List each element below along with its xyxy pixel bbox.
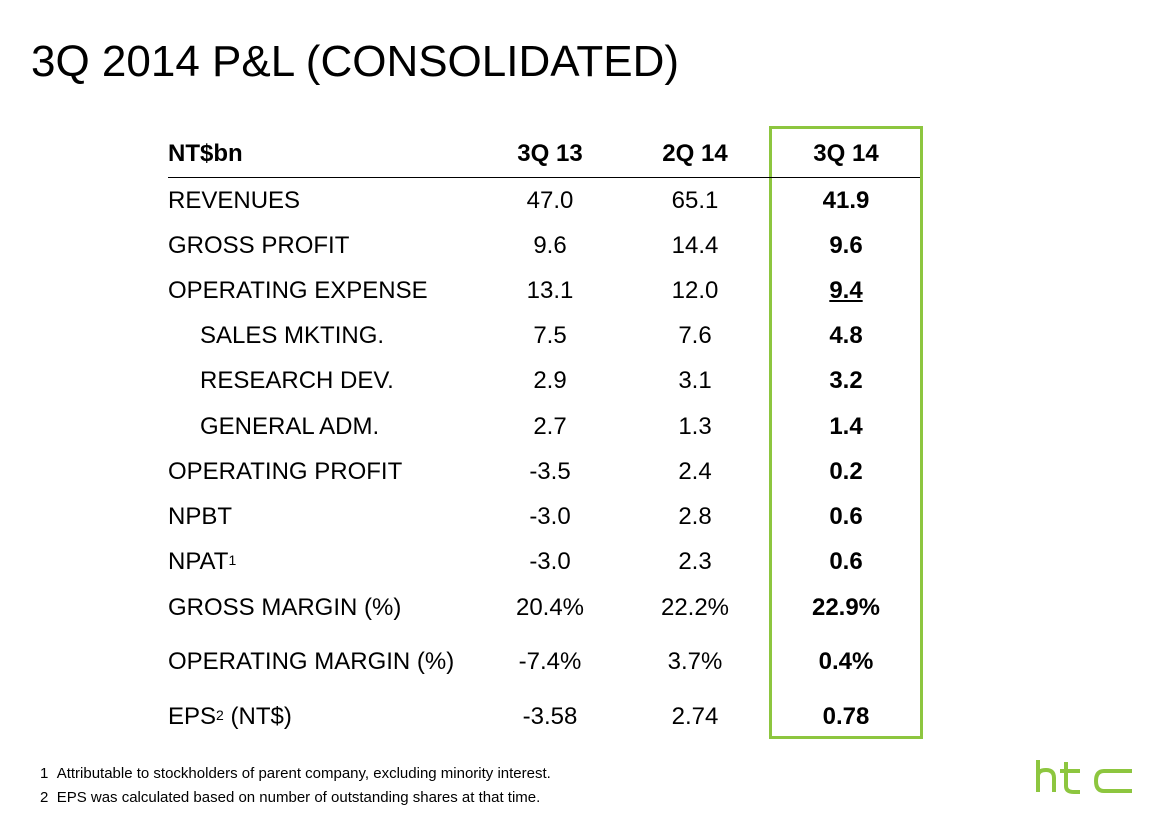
row-value-2q14: 2.74 — [671, 703, 719, 730]
footnote-number: 1 — [40, 765, 49, 782]
row-value-3q14: 22.9% — [811, 594, 881, 621]
header-3q13: 3Q 13 — [517, 140, 583, 167]
row-value-2q14: 1.3 — [678, 413, 712, 440]
row-value-3q14: 0.78 — [822, 703, 870, 730]
row-value-3q13: 47.0 — [526, 187, 574, 214]
row-value-3q13: 13.1 — [526, 277, 574, 304]
row-label-npat: NPAT1 — [168, 548, 236, 576]
row-value-2q14: 3.1 — [678, 367, 712, 394]
row-value-3q13: 7.5 — [533, 322, 567, 349]
highlight-box-3q14 — [769, 126, 923, 739]
footnote-ref-1: 1 — [228, 552, 237, 568]
row-value-3q13: 2.9 — [533, 367, 567, 394]
row-value-3q14: 9.6 — [829, 232, 863, 259]
eps-label-text: EPS — [168, 703, 217, 730]
row-value-2q14: 3.7% — [667, 648, 723, 675]
row-value-2q14: 7.6 — [678, 322, 712, 349]
row-label-research-dev: RESEARCH DEV. — [200, 367, 394, 394]
row-value-2q14: 14.4 — [671, 232, 719, 259]
row-value-3q14: 0.2 — [829, 458, 863, 485]
row-value-3q14: 41.9 — [822, 187, 870, 214]
row-value-3q14: 4.8 — [829, 322, 863, 349]
row-value-3q13: 20.4% — [515, 594, 585, 621]
footnote-text: Attributable to stockholders of parent c… — [56, 765, 551, 782]
row-value-3q13: 2.7 — [533, 413, 567, 440]
htc-logo — [1036, 760, 1132, 794]
row-label-npbt: NPBT — [168, 503, 233, 530]
row-value-2q14: 12.0 — [671, 277, 719, 304]
row-label-sales-mkting: SALES MKTING. — [200, 322, 385, 349]
row-value-3q13: -3.5 — [529, 458, 571, 485]
footnote-1: 1 Attributable to stockholders of parent… — [40, 765, 551, 783]
row-label-operating-margin: OPERATING MARGIN (%) — [168, 648, 455, 675]
footnote-text: EPS was calculated based on number of ou… — [56, 789, 541, 806]
row-label-gross-margin: GROSS MARGIN (%) — [168, 594, 402, 621]
row-value-3q14: 0.4% — [818, 648, 874, 675]
row-value-2q14: 2.4 — [678, 458, 712, 485]
header-divider — [168, 177, 920, 178]
footnote-2: 2 EPS was calculated based on number of … — [40, 789, 540, 807]
row-label-revenues: REVENUES — [168, 187, 301, 214]
header-unit-label: NT$bn — [168, 140, 243, 167]
row-value-2q14: 65.1 — [671, 187, 719, 214]
row-label-eps: EPS2 (NT$) — [168, 703, 292, 731]
row-value-3q14: 9.4 — [829, 277, 863, 304]
row-value-3q14: 0.6 — [829, 503, 863, 530]
row-label-general-adm: GENERAL ADM. — [200, 413, 380, 440]
row-value-2q14: 2.8 — [678, 503, 712, 530]
footnote-number: 2 — [40, 789, 49, 806]
row-value-3q14: 1.4 — [829, 413, 863, 440]
row-value-3q14: 3.2 — [829, 367, 863, 394]
row-value-2q14: 2.3 — [678, 548, 712, 575]
row-value-3q13: 9.6 — [533, 232, 567, 259]
npat-label-text: NPAT — [168, 548, 229, 575]
row-value-3q13: -7.4% — [518, 648, 582, 675]
eps-label-suffix: (NT$) — [223, 703, 292, 730]
row-value-3q14: 0.6 — [829, 548, 863, 575]
row-label-operating-profit: OPERATING PROFIT — [168, 458, 403, 485]
row-label-operating-expense: OPERATING EXPENSE — [168, 277, 428, 304]
page-title: 3Q 2014 P&L (CONSOLIDATED) — [31, 37, 679, 86]
row-value-3q13: -3.0 — [529, 503, 571, 530]
footnote-ref-2: 2 — [216, 707, 224, 723]
header-2q14: 2Q 14 — [662, 140, 728, 167]
row-value-3q13: -3.58 — [522, 703, 578, 730]
row-value-3q13: -3.0 — [529, 548, 571, 575]
row-label-gross-profit: GROSS PROFIT — [168, 232, 350, 259]
row-value-2q14: 22.2% — [660, 594, 730, 621]
header-3q14: 3Q 14 — [813, 140, 879, 167]
